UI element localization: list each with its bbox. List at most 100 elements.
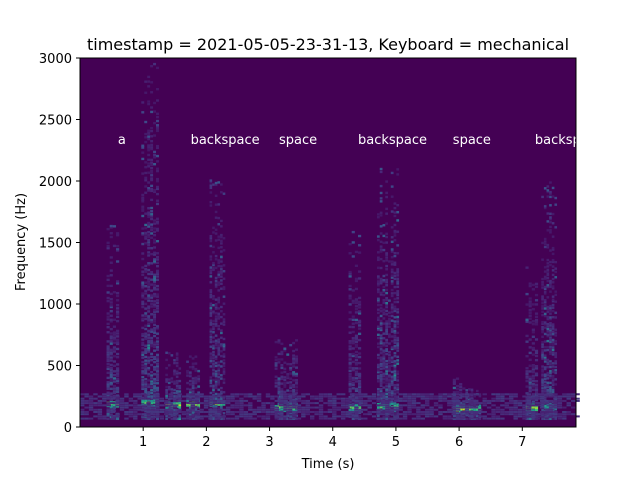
spectrogram-cell [292,411,296,415]
spectrogram-cell [396,386,400,389]
spectrogram-cell [566,393,571,396]
spectrogram-cell [390,310,394,314]
spectrogram-cell [393,367,397,371]
spectrogram-cell [190,408,195,411]
spectrogram-cell [209,191,213,194]
spectrogram-cell [283,395,288,398]
spectrogram-cell [212,396,215,399]
spectrogram-cell [513,393,518,396]
spectrogram-cell [534,323,539,326]
spectrogram-cell [382,360,386,363]
spectrogram-cell [348,340,352,343]
spectrogram-cell [376,399,381,402]
spectrogram-cell [541,381,544,384]
spectrogram-cell [214,392,218,396]
spectrogram-cell [147,331,151,334]
spectrogram-cell [214,285,218,288]
spectrogram-cell [159,404,165,407]
spectrogram-cell [175,358,179,362]
spectrogram-cell [222,337,226,341]
spectrogram-cell [407,404,412,407]
spectrogram-cell [292,388,296,392]
spectrogram-cell [528,302,532,306]
spectrogram-cell [234,399,240,402]
spectrogram-cell [420,413,425,416]
spectrogram-cell [153,397,157,400]
spectrogram-cell [156,160,159,163]
spectrogram-cell [354,277,359,281]
spectrogram-cell [379,334,383,337]
x-tick-label: 1 [139,435,147,450]
spectrogram-cell [144,120,148,124]
spectrogram-cell [109,413,113,417]
spectrogram-cell [150,223,154,226]
spectrogram-cell [385,304,389,307]
spectrogram-cell [292,404,297,407]
spectrogram-cell [80,393,85,396]
spectrogram-cell [156,337,159,340]
spectrogram-cell [549,195,552,199]
spectrogram-cell [398,408,403,411]
spectrogram-cell [209,379,213,382]
spectrogram-cell [175,372,179,375]
spectrogram-cell [546,377,550,380]
spectrogram-cell [398,399,403,402]
spectrogram-cell [80,402,85,405]
spectrogram-cell [116,338,120,342]
spectrogram-cell [566,395,571,398]
spectrogram-cell [549,306,552,310]
spectrogram-cell [110,417,116,420]
spectrogram-cell [153,394,157,398]
spectrogram-cell [379,282,383,285]
spectrogram-cell [411,417,417,420]
spectrogram-cell [109,224,113,228]
spectrogram-cell [562,395,567,398]
spectrogram-cell [385,309,389,313]
spectrogram-cell [106,395,110,399]
spectrogram-cell [382,396,386,399]
spectrogram-cell [150,336,154,340]
spectrogram-cell [495,408,501,411]
spectrogram-cell [345,404,350,407]
spectrogram-cell [144,370,148,373]
spectrogram-cell [354,340,359,344]
spectrogram-cell [379,240,383,244]
spectrogram-cell [429,393,434,396]
spectrogram-cell [106,387,110,391]
spectrogram-cell [209,352,213,355]
spectrogram-cell [549,348,552,351]
spectrogram-cell [88,406,94,409]
spectrogram-cell [388,361,391,365]
spectrogram-cell [214,258,218,261]
spectrogram-cell [358,384,362,387]
spectrogram-cell [147,280,151,283]
spectrogram-cell [109,256,113,259]
spectrogram-cell [549,371,552,375]
key-label: backspace [535,133,604,148]
spectrogram-cell [349,395,355,398]
spectrogram-cell [385,365,389,369]
spectrogram-cell [220,374,223,377]
spectrogram-cell [153,398,157,402]
spectrogram-cell [283,385,287,388]
spectrogram-cell [234,395,240,398]
spectrogram-cell [283,370,287,374]
spectrogram-cell [526,404,532,407]
spectrogram-cell [156,202,159,206]
spectrogram-cell [153,283,157,287]
spectrogram-cell [534,349,539,353]
spectrogram-cell [93,402,98,405]
spectrogram-cell [534,318,539,322]
spectrogram-cell [301,399,306,402]
spectrogram-cell [318,415,324,418]
spectrogram-cell [379,279,383,283]
spectrogram-cell [539,410,545,413]
spectrogram-cell [363,417,368,420]
spectrogram-cell [220,275,223,278]
spectrogram-cell [393,413,397,416]
spectrogram-cell [363,395,368,398]
spectrogram-cell [147,282,151,285]
spectrogram-cell [209,402,213,406]
spectrogram-cell [217,367,221,370]
spectrogram-cell [150,184,154,188]
